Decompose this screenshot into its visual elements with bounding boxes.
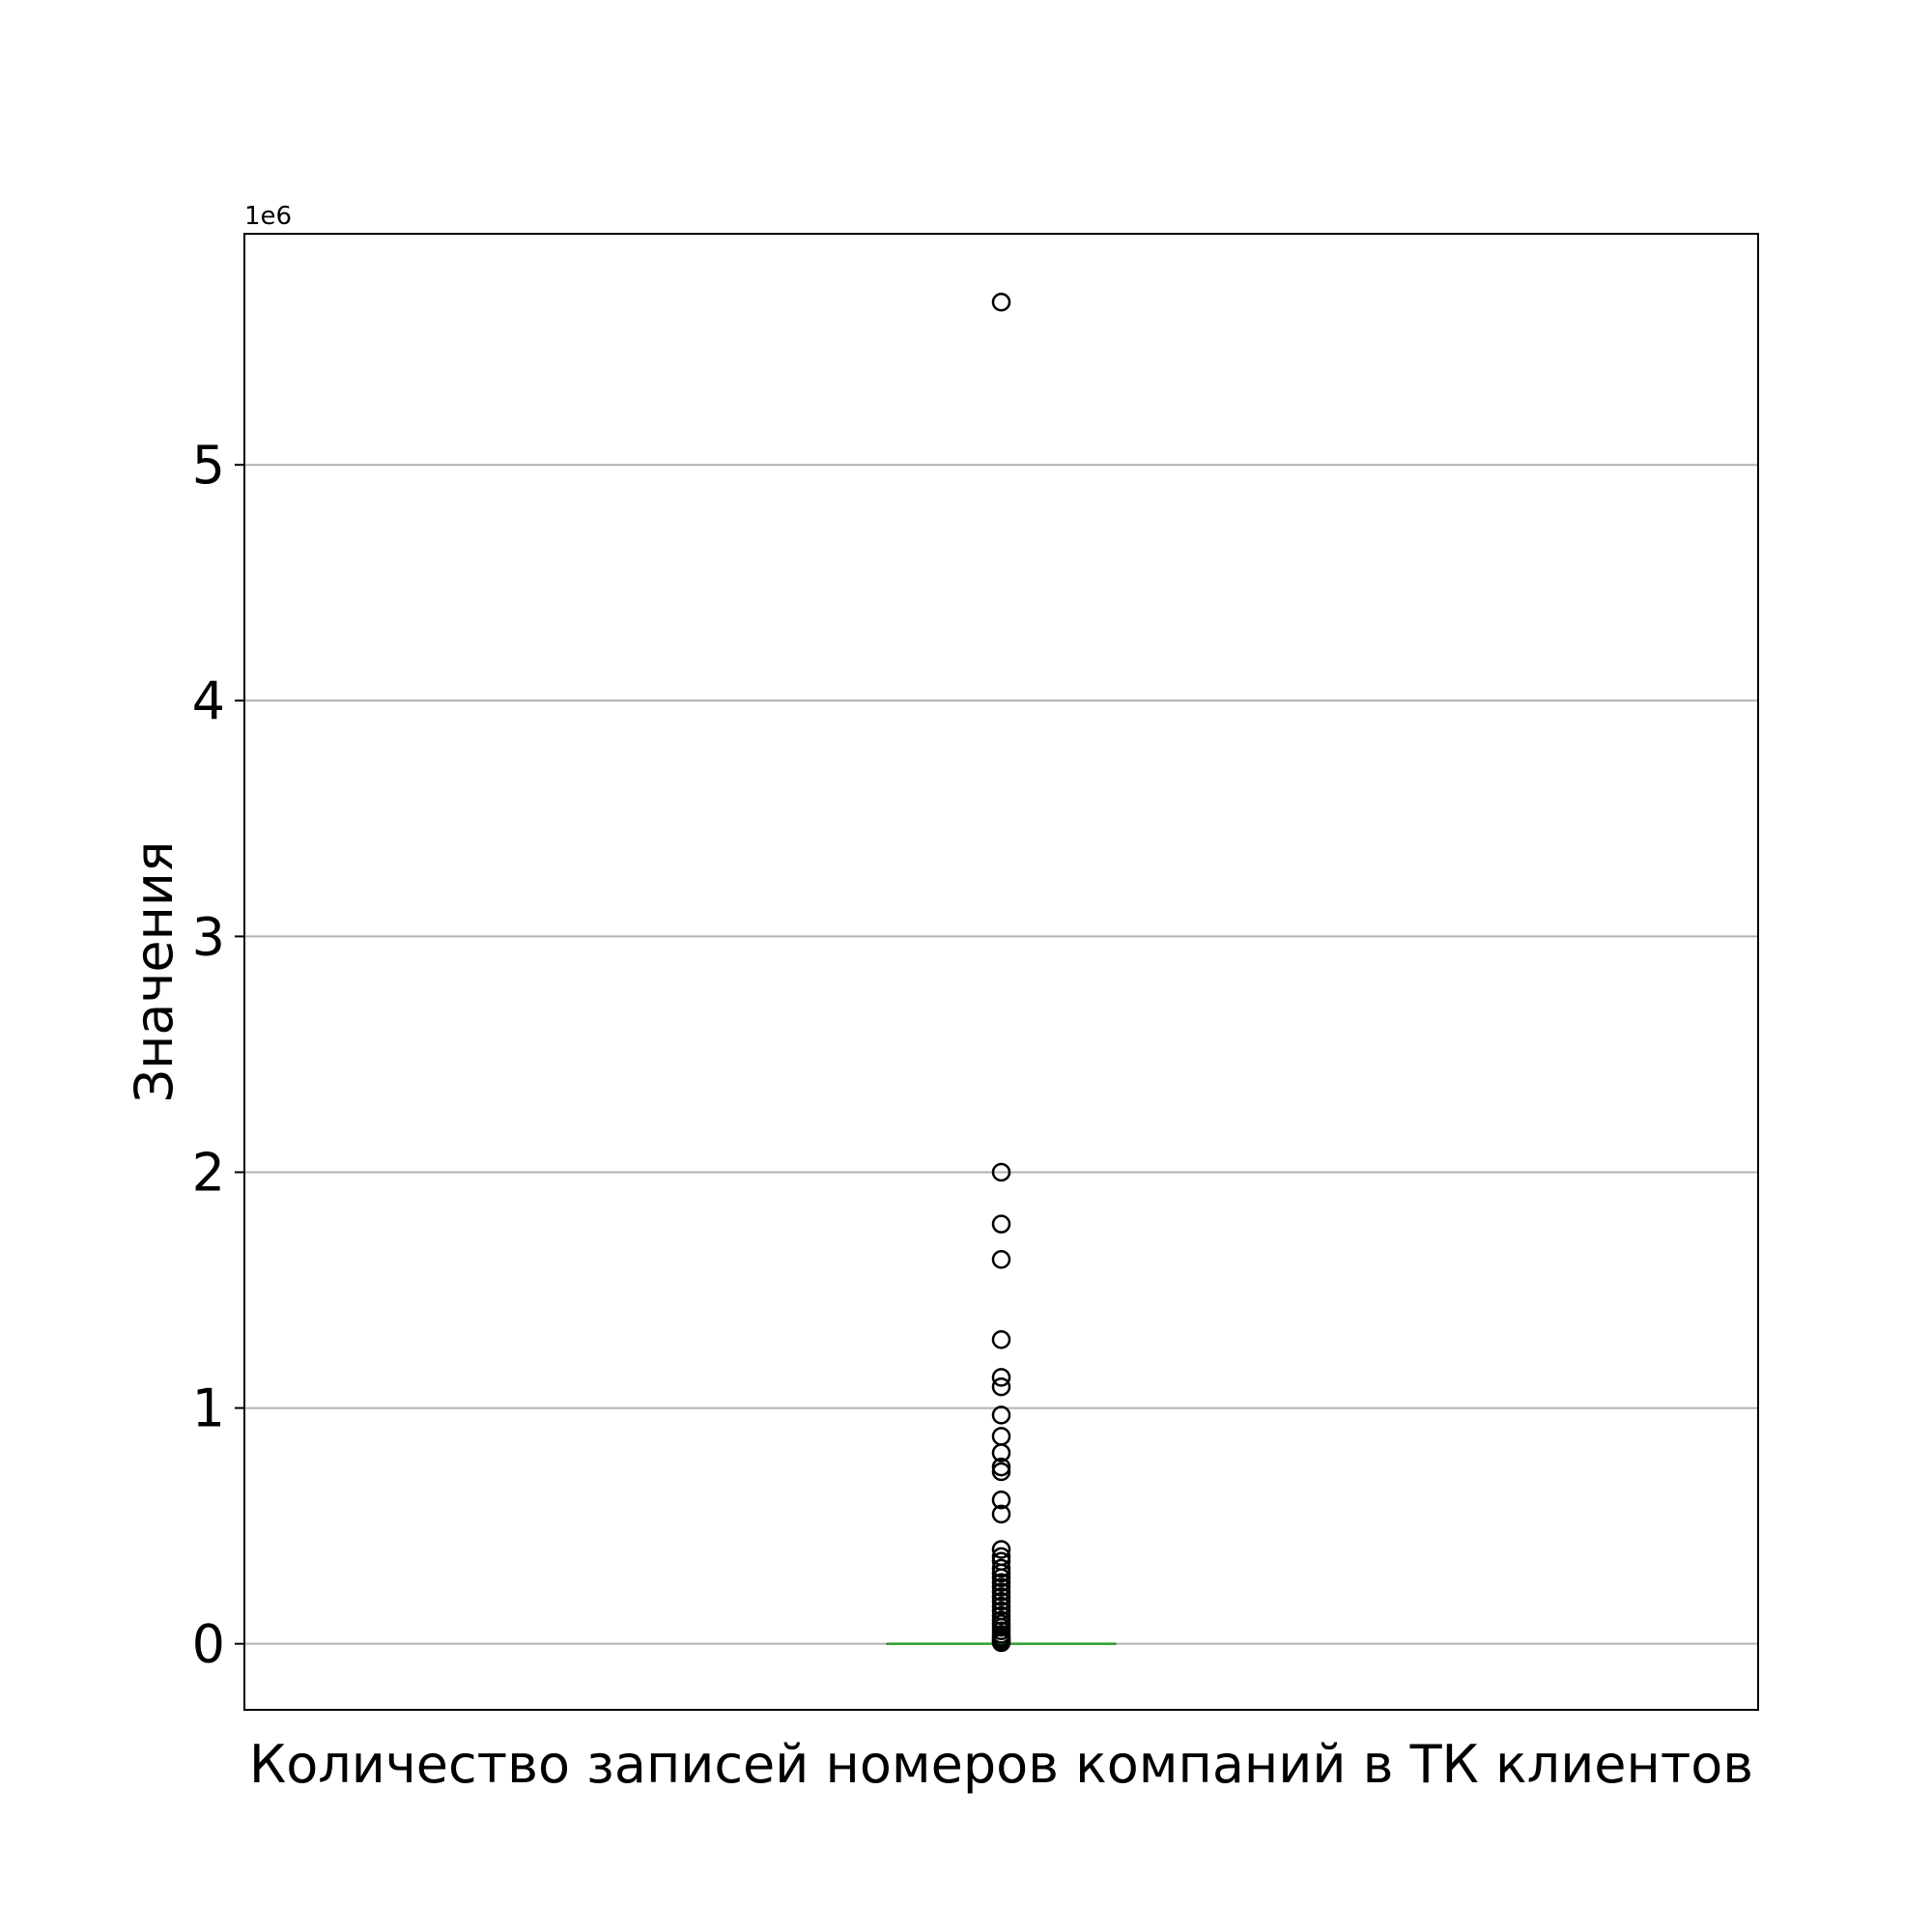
y-offset-label: 1e6 bbox=[244, 202, 292, 231]
outlier-point bbox=[991, 1406, 1011, 1425]
y-tick-label: 0 bbox=[192, 1614, 225, 1675]
x-axis-label: Количество записей номеров компаний в ТК… bbox=[249, 1734, 1753, 1795]
outlier-point bbox=[991, 293, 1011, 312]
y-tick-label: 2 bbox=[192, 1142, 225, 1203]
y-tick-label: 5 bbox=[192, 435, 225, 496]
y-ticks: 0 1 2 3 4 5 bbox=[192, 435, 244, 1675]
outlier-point bbox=[991, 1368, 1011, 1387]
outlier-point bbox=[991, 1330, 1011, 1350]
outlier-point bbox=[991, 1250, 1011, 1269]
outlier-points bbox=[991, 293, 1011, 1653]
outlier-point bbox=[991, 1587, 1011, 1606]
outlier-point bbox=[991, 1162, 1011, 1182]
outlier-point bbox=[991, 1582, 1011, 1602]
outlier-point bbox=[991, 1591, 1011, 1611]
y-tick-label: 3 bbox=[192, 906, 225, 967]
outlier-point bbox=[991, 1504, 1011, 1524]
y-axis-label: Значения bbox=[124, 840, 185, 1102]
outlier-point bbox=[991, 1540, 1011, 1559]
outlier-point bbox=[991, 1214, 1011, 1234]
outlier-point bbox=[991, 1558, 1011, 1578]
axes-frame bbox=[243, 233, 1759, 1711]
outlier-point bbox=[991, 1462, 1011, 1482]
outlier-point bbox=[991, 1377, 1011, 1397]
outlier-point bbox=[991, 1457, 1011, 1477]
outlier-point bbox=[991, 1577, 1011, 1597]
outlier-point bbox=[991, 1568, 1011, 1588]
outlier-point bbox=[991, 1596, 1011, 1616]
outlier-point bbox=[991, 1633, 1011, 1653]
outlier-point bbox=[991, 1563, 1011, 1583]
outlier-point bbox=[991, 1573, 1011, 1592]
y-tick-label: 4 bbox=[192, 670, 225, 731]
outlier-point bbox=[991, 1491, 1011, 1510]
grid-lines bbox=[244, 464, 1758, 1645]
outlier-point bbox=[991, 1443, 1011, 1463]
y-tick-label: 1 bbox=[192, 1378, 225, 1439]
